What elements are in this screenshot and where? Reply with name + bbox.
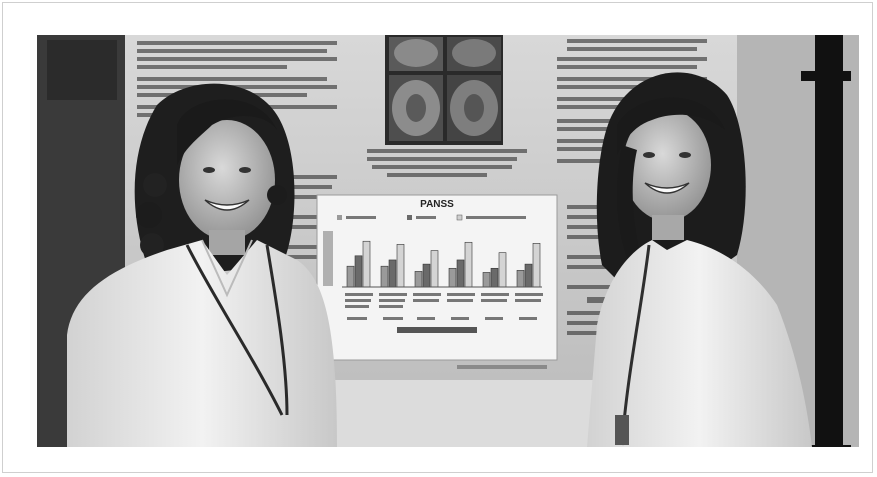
chart-bar — [456, 259, 465, 288]
chart-bar — [448, 267, 457, 288]
face-right — [623, 109, 711, 221]
photo-illustration: PANSS — [37, 35, 859, 447]
chart-bar — [430, 250, 439, 288]
person-left — [67, 83, 337, 447]
chart-bar — [346, 265, 355, 288]
lab-coat-left — [67, 240, 337, 447]
lower-poster-area — [307, 380, 607, 447]
image-caption — [367, 149, 527, 177]
chart-category-labels — [345, 293, 543, 320]
poster-stand — [815, 35, 843, 447]
chart-bar — [490, 267, 499, 288]
poster-session-photo: PANSS — [37, 35, 859, 447]
chart-bar — [482, 272, 491, 288]
chart-bar — [380, 265, 389, 288]
chart-legend — [337, 214, 526, 221]
brain-scan-images — [385, 35, 503, 145]
chart-bar — [498, 252, 507, 288]
chart-bar — [524, 263, 533, 288]
chart-bar — [516, 270, 525, 288]
chart-bar — [422, 263, 431, 288]
chart-title: PANSS — [420, 199, 454, 210]
chart-bar — [464, 241, 473, 288]
chart-bar — [354, 255, 363, 288]
chart-ylabel-block — [323, 231, 333, 286]
chart-bar — [388, 259, 397, 288]
chart-xlabel-block — [397, 327, 477, 333]
lanyard-left — [185, 244, 284, 416]
chart-bar — [532, 243, 541, 288]
person-right — [587, 72, 812, 447]
chart-bar — [414, 271, 423, 288]
chart-bar — [396, 244, 405, 288]
chart-bar — [362, 240, 371, 288]
face-left — [179, 120, 275, 240]
